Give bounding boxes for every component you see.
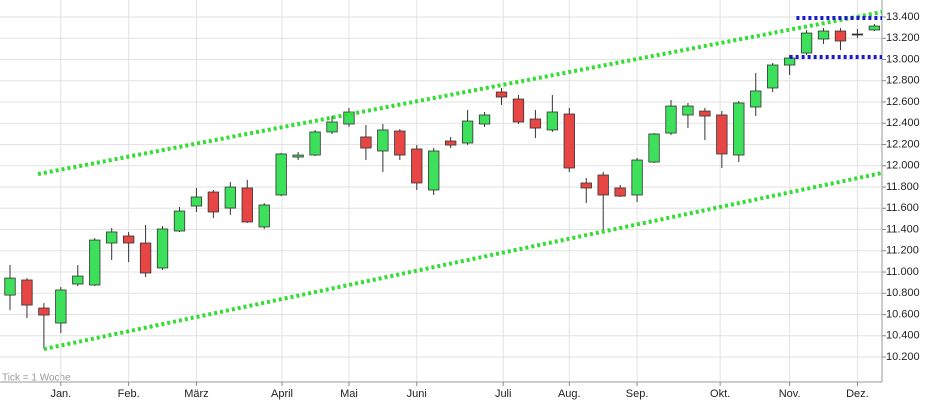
- candle-body: [716, 114, 728, 155]
- y-tick-label: 11.000: [886, 266, 919, 278]
- x-tick-label: Feb.: [118, 388, 140, 400]
- x-tick-label: Nov.: [779, 388, 801, 400]
- candle-body: [800, 32, 813, 54]
- candle-body: [563, 113, 575, 169]
- candle-body: [326, 121, 338, 133]
- candle-body: [139, 242, 152, 274]
- candle-body: [55, 289, 67, 324]
- y-tick-label: 13.400: [886, 11, 920, 23]
- y-tick-label: 12.600: [886, 96, 920, 108]
- candle-body: [21, 279, 33, 306]
- y-tick-label: 12.000: [886, 160, 920, 172]
- candle-body: [851, 33, 864, 36]
- y-tick-label: 10.800: [886, 287, 920, 299]
- x-tick-label: Mai: [340, 388, 358, 400]
- candle-body: [207, 191, 220, 213]
- x-tick-label: Aug.: [558, 388, 581, 400]
- trend-line: [37, 10, 883, 177]
- y-tick-label: 10.600: [886, 308, 920, 320]
- candle-body: [106, 231, 118, 244]
- candle-body: [461, 120, 474, 144]
- x-tick-label: Dez.: [846, 388, 869, 400]
- candle-body: [783, 57, 796, 66]
- x-tick-label: Okt.: [710, 388, 730, 400]
- y-tick-label: 11.200: [886, 245, 919, 257]
- x-tick-label: Jan.: [50, 388, 71, 400]
- candle-body: [445, 140, 457, 146]
- candle-body: [360, 136, 372, 149]
- candle-body: [309, 131, 321, 156]
- candle-body: [190, 196, 203, 207]
- candle-body: [292, 154, 304, 158]
- candle-body: [767, 64, 779, 89]
- candle-body: [173, 210, 186, 232]
- y-tick-label: 13.200: [886, 32, 920, 44]
- candle-body: [733, 102, 745, 156]
- candle-body: [817, 30, 830, 40]
- x-tick-label: April: [271, 388, 293, 400]
- y-tick-label: 12.800: [886, 75, 920, 87]
- y-tick-label: 13.000: [886, 53, 920, 65]
- candle-body: [241, 187, 253, 223]
- candle-body: [834, 30, 847, 42]
- candle-body: [394, 130, 406, 156]
- y-tick-label: 11.800: [886, 181, 919, 193]
- candle-body: [512, 98, 525, 123]
- x-tick-label: Sep.: [626, 388, 649, 400]
- annotation: Tick = 1 Woche: [2, 373, 71, 384]
- candle-body: [631, 159, 643, 196]
- y-tick-label: 11.400: [886, 223, 919, 235]
- x-tick-label: Juli: [495, 388, 512, 400]
- candle-body: [156, 228, 169, 269]
- candle-body: [614, 187, 626, 197]
- candle-body: [275, 153, 287, 196]
- y-tick-label: 12.400: [886, 117, 920, 129]
- candle-body: [377, 129, 389, 152]
- candle-body: [648, 133, 660, 163]
- candle-body: [224, 186, 236, 209]
- candle-body: [38, 307, 50, 316]
- y-tick-label: 10.200: [886, 351, 920, 363]
- candle-body: [699, 110, 711, 117]
- candle-body: [89, 239, 101, 286]
- y-tick-label: 10.400: [886, 330, 920, 342]
- candle-body: [580, 182, 592, 189]
- candle-body: [411, 148, 423, 184]
- candle-body: [495, 91, 508, 98]
- candle-body: [122, 235, 135, 244]
- candle-body: [4, 277, 16, 296]
- candle-body: [597, 174, 609, 196]
- trend-line: [43, 171, 883, 352]
- candle-body: [529, 118, 542, 129]
- y-tick-label: 12.200: [886, 138, 920, 150]
- candle-body: [750, 90, 762, 108]
- candle-body: [546, 111, 559, 131]
- candle-body: [665, 105, 677, 134]
- candle-body: [258, 204, 270, 228]
- candle-body: [428, 150, 440, 191]
- candle-body: [72, 275, 84, 285]
- candle-body: [868, 25, 881, 31]
- x-tick-label: März: [184, 388, 208, 400]
- candle-body: [478, 114, 491, 125]
- candle-body: [682, 105, 694, 116]
- candle-body: [343, 111, 355, 125]
- x-tick-label: Juni: [407, 388, 427, 400]
- y-tick-label: 11.600: [886, 202, 919, 214]
